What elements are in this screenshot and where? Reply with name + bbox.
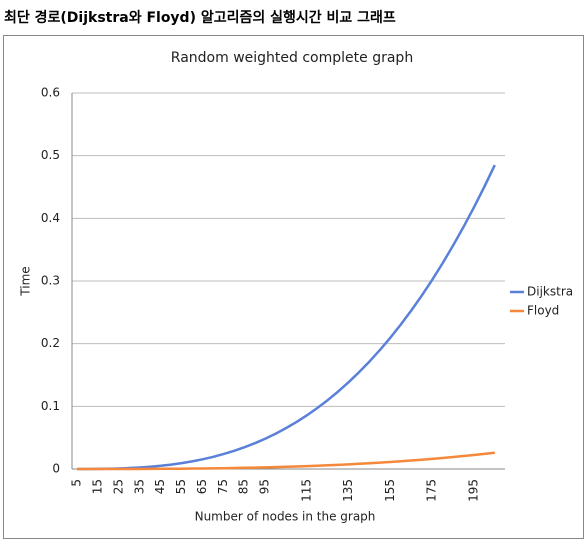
series-line	[77, 164, 496, 471]
heading: 최단 경로(Dijkstra와 Floyd) 알고리즘의 실행시간 비교 그래프	[4, 9, 396, 26]
legend-label: Dijkstra	[527, 285, 573, 299]
y-tick-label: 0.1	[41, 399, 60, 413]
y-tick-label: 0.2	[41, 336, 60, 350]
x-tick-label: 135	[341, 479, 355, 502]
chart-frame	[3, 35, 584, 539]
x-tick-label: 5	[70, 479, 84, 487]
x-axis-label: Number of nodes in the graph	[195, 510, 376, 524]
x-tick-label: 45	[153, 479, 167, 494]
x-tick-label: 115	[299, 479, 313, 502]
y-tick-label: 0.5	[41, 148, 60, 162]
x-tick-label: 75	[216, 479, 230, 494]
x-tick-label: 195	[466, 479, 480, 502]
y-tick-label: 0	[52, 462, 60, 476]
y-tick-label: 0.6	[41, 86, 60, 100]
legend-label: Floyd	[527, 304, 559, 318]
series-line	[77, 451, 495, 471]
y-axis-label: Time	[19, 266, 33, 296]
x-tick-label: 25	[111, 479, 125, 494]
x-tick-label: 155	[383, 479, 397, 502]
y-tick-label: 0.4	[41, 211, 60, 225]
x-tick-label: 85	[237, 479, 251, 494]
x-tick-label: 55	[174, 479, 188, 494]
chart-title: Random weighted complete graph	[171, 50, 413, 66]
x-tick-label: 35	[132, 479, 146, 494]
x-tick-label: 175	[425, 479, 439, 502]
x-tick-label: 65	[195, 479, 209, 494]
x-tick-label: 95	[258, 479, 272, 494]
y-tick-label: 0.3	[41, 274, 60, 288]
x-tick-label: 15	[91, 479, 105, 494]
